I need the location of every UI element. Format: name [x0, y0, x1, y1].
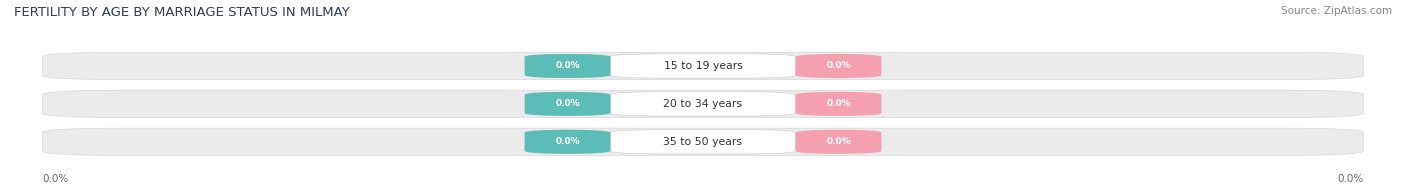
Text: 0.0%: 0.0% [42, 174, 69, 184]
Text: 0.0%: 0.0% [827, 137, 851, 146]
Text: 0.0%: 0.0% [1337, 174, 1364, 184]
FancyBboxPatch shape [610, 130, 796, 154]
FancyBboxPatch shape [610, 54, 796, 78]
Text: 20 to 34 years: 20 to 34 years [664, 99, 742, 109]
FancyBboxPatch shape [524, 54, 610, 78]
FancyBboxPatch shape [524, 130, 610, 154]
FancyBboxPatch shape [796, 92, 882, 116]
Text: 0.0%: 0.0% [827, 62, 851, 71]
Text: 0.0%: 0.0% [555, 137, 579, 146]
FancyBboxPatch shape [610, 92, 796, 116]
FancyBboxPatch shape [796, 130, 882, 154]
Text: 0.0%: 0.0% [555, 62, 579, 71]
Text: 0.0%: 0.0% [555, 99, 579, 108]
Text: 35 to 50 years: 35 to 50 years [664, 137, 742, 147]
Text: 0.0%: 0.0% [827, 99, 851, 108]
FancyBboxPatch shape [42, 128, 1364, 155]
Text: 15 to 19 years: 15 to 19 years [664, 61, 742, 71]
FancyBboxPatch shape [42, 90, 1364, 118]
Text: Source: ZipAtlas.com: Source: ZipAtlas.com [1281, 6, 1392, 16]
FancyBboxPatch shape [524, 92, 610, 116]
FancyBboxPatch shape [42, 52, 1364, 80]
FancyBboxPatch shape [796, 54, 882, 78]
Text: FERTILITY BY AGE BY MARRIAGE STATUS IN MILMAY: FERTILITY BY AGE BY MARRIAGE STATUS IN M… [14, 6, 350, 19]
